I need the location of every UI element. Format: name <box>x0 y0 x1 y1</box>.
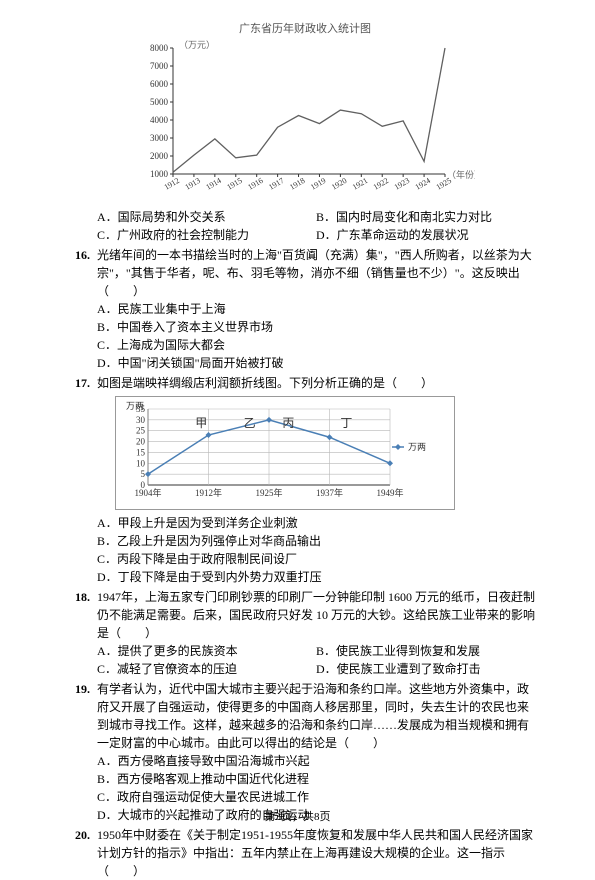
chart-17-container: 万两051015202530351904年1912年1925年1937年1949… <box>115 396 455 510</box>
q16: 16. 光绪年间的一本书描绘当时的上海"百货阗（充满）集"，"西人所购者，以丝茶… <box>75 246 535 300</box>
q18-option-a: A．提供了更多的民族资本 <box>97 642 316 660</box>
q16-num: 16. <box>75 246 97 264</box>
svg-text:5000: 5000 <box>150 97 169 107</box>
svg-text:（万元）: （万元） <box>179 40 215 50</box>
chart-15-container: 广东省历年财政收入统计图 1000 2000 3000 4000 5000 6000 700… <box>75 20 535 202</box>
svg-text:3000: 3000 <box>150 133 169 143</box>
svg-text:25: 25 <box>136 426 146 436</box>
svg-text:10: 10 <box>136 458 146 468</box>
svg-text:1914: 1914 <box>204 176 222 192</box>
q15-option-b: B．国内时局变化和南北实力对比 <box>316 208 535 226</box>
q20-brackets: （ ） <box>75 862 535 880</box>
svg-text:1922: 1922 <box>372 176 390 192</box>
q17: 17. 如图是端映祥绸缎店利润额折线图。下列分析正确的是（ ） <box>75 374 535 392</box>
q18-options-row1: A．提供了更多的民族资本 B．使民族工业得到恢复和发展 <box>75 642 535 660</box>
q15-options-row1: A．国际局势和外交关系 B．国内时局变化和南北实力对比 <box>75 208 535 226</box>
q17-option-a: A．甲段上升是因为受到洋务企业刺激 <box>75 514 535 532</box>
svg-text:（年份）: （年份） <box>447 169 475 180</box>
svg-text:万两: 万两 <box>408 442 426 452</box>
q17-option-d: D．丁段下降是由于受到内外势力双重打压 <box>75 568 535 586</box>
svg-text:1925年: 1925年 <box>255 487 282 498</box>
q19-option-b: B．西方侵略客观上推动中国近代化进程 <box>75 770 535 788</box>
q15-option-c: C．广州政府的社会控制能力 <box>97 226 316 244</box>
svg-text:甲: 甲 <box>195 416 207 430</box>
svg-text:1919: 1919 <box>309 176 327 192</box>
q17-option-b: B．乙段上升是因为列强停止对华商品输出 <box>75 532 535 550</box>
svg-text:1920: 1920 <box>330 176 348 192</box>
q16-option-a: A．民族工业集中于上海 <box>75 300 535 318</box>
chart-17-svg: 万两051015202530351904年1912年1925年1937年1949… <box>120 401 440 501</box>
q19-num: 19. <box>75 680 97 698</box>
q19: 19. 有学者认为，近代中国大城市主要兴起于沿海和条约口岸。这些地方外资集中，政… <box>75 680 535 752</box>
q16-option-b: B．中国卷入了资本主义世界市场 <box>75 318 535 336</box>
q16-option-d: D．中国"闭关锁国"局面开始被打破 <box>75 354 535 372</box>
q20: 20. 1950年中财委在《关于制定1951-1955年度恢复和发展中华人民共和… <box>75 826 535 862</box>
q19-option-c: C．政府自强运动促使大量农民进城工作 <box>75 788 535 806</box>
svg-text:7000: 7000 <box>150 61 169 71</box>
q20-num: 20. <box>75 826 97 844</box>
svg-text:8000: 8000 <box>150 43 169 53</box>
svg-text:1921: 1921 <box>351 176 369 192</box>
svg-text:1918: 1918 <box>288 176 306 192</box>
page-footer: 第3页，共8页 <box>0 808 595 824</box>
q18-option-b: B．使民族工业得到恢复和发展 <box>316 642 535 660</box>
svg-text:1000: 1000 <box>150 169 169 179</box>
svg-text:35: 35 <box>136 404 146 414</box>
svg-text:5: 5 <box>141 469 146 479</box>
svg-text:1916: 1916 <box>246 176 264 192</box>
svg-text:15: 15 <box>136 447 146 457</box>
q17-num: 17. <box>75 374 97 392</box>
svg-text:1913: 1913 <box>183 176 201 192</box>
q18-num: 18. <box>75 588 97 606</box>
q15-option-d: D．广东革命运动的发展状况 <box>316 226 535 244</box>
q15-option-a: A．国际局势和外交关系 <box>97 208 316 226</box>
svg-text:20: 20 <box>136 437 146 447</box>
svg-text:1904年: 1904年 <box>134 487 161 498</box>
svg-text:丙: 丙 <box>282 416 294 430</box>
svg-text:1917: 1917 <box>267 176 285 192</box>
chart-15-svg: 10002000300040005000600070008000（万元）1912… <box>135 38 475 198</box>
q17-stem: 如图是端映祥绸缎店利润额折线图。下列分析正确的是（ ） <box>97 374 535 392</box>
svg-text:1923: 1923 <box>393 176 411 192</box>
svg-text:2000: 2000 <box>150 151 169 161</box>
q18: 18. 1947年，上海五家专门印刷钞票的印刷厂一分钟能印制 1600 万元的纸… <box>75 588 535 642</box>
q19-stem: 有学者认为，近代中国大城市主要兴起于沿海和条约口岸。这些地方外资集中，政府又开展… <box>97 680 535 752</box>
svg-text:1924: 1924 <box>414 176 432 192</box>
svg-text:6000: 6000 <box>150 79 169 89</box>
svg-text:1937年: 1937年 <box>316 487 343 498</box>
q18-option-c: C．减轻了官僚资本的压迫 <box>97 660 316 678</box>
q18-options-row2: C．减轻了官僚资本的压迫 D．使民族工业遭到了致命打击 <box>75 660 535 678</box>
svg-text:乙: 乙 <box>244 416 256 430</box>
q18-stem: 1947年，上海五家专门印刷钞票的印刷厂一分钟能印制 1600 万元的纸币，日夜… <box>97 588 535 642</box>
q17-option-c: C．丙段下降是由于政府限制民间设厂 <box>75 550 535 568</box>
svg-text:丁: 丁 <box>340 416 352 430</box>
svg-text:1949年: 1949年 <box>376 487 403 498</box>
svg-text:4000: 4000 <box>150 115 169 125</box>
q15-options-row2: C．广州政府的社会控制能力 D．广东革命运动的发展状况 <box>75 226 535 244</box>
q16-stem: 光绪年间的一本书描绘当时的上海"百货阗（充满）集"，"西人所购者，以丝茶为大宗"… <box>97 246 535 300</box>
q16-option-c: C．上海成为国际大都会 <box>75 336 535 354</box>
svg-text:1912年: 1912年 <box>195 487 222 498</box>
svg-text:1915: 1915 <box>225 176 243 192</box>
q20-stem: 1950年中财委在《关于制定1951-1955年度恢复和发展中华人民共和国人民经… <box>97 826 535 862</box>
q18-option-d: D．使民族工业遭到了致命打击 <box>316 660 535 678</box>
chart-15-title: 广东省历年财政收入统计图 <box>75 20 535 36</box>
svg-text:30: 30 <box>136 415 146 425</box>
q19-option-a: A．西方侵略直接导致中国沿海城市兴起 <box>75 752 535 770</box>
